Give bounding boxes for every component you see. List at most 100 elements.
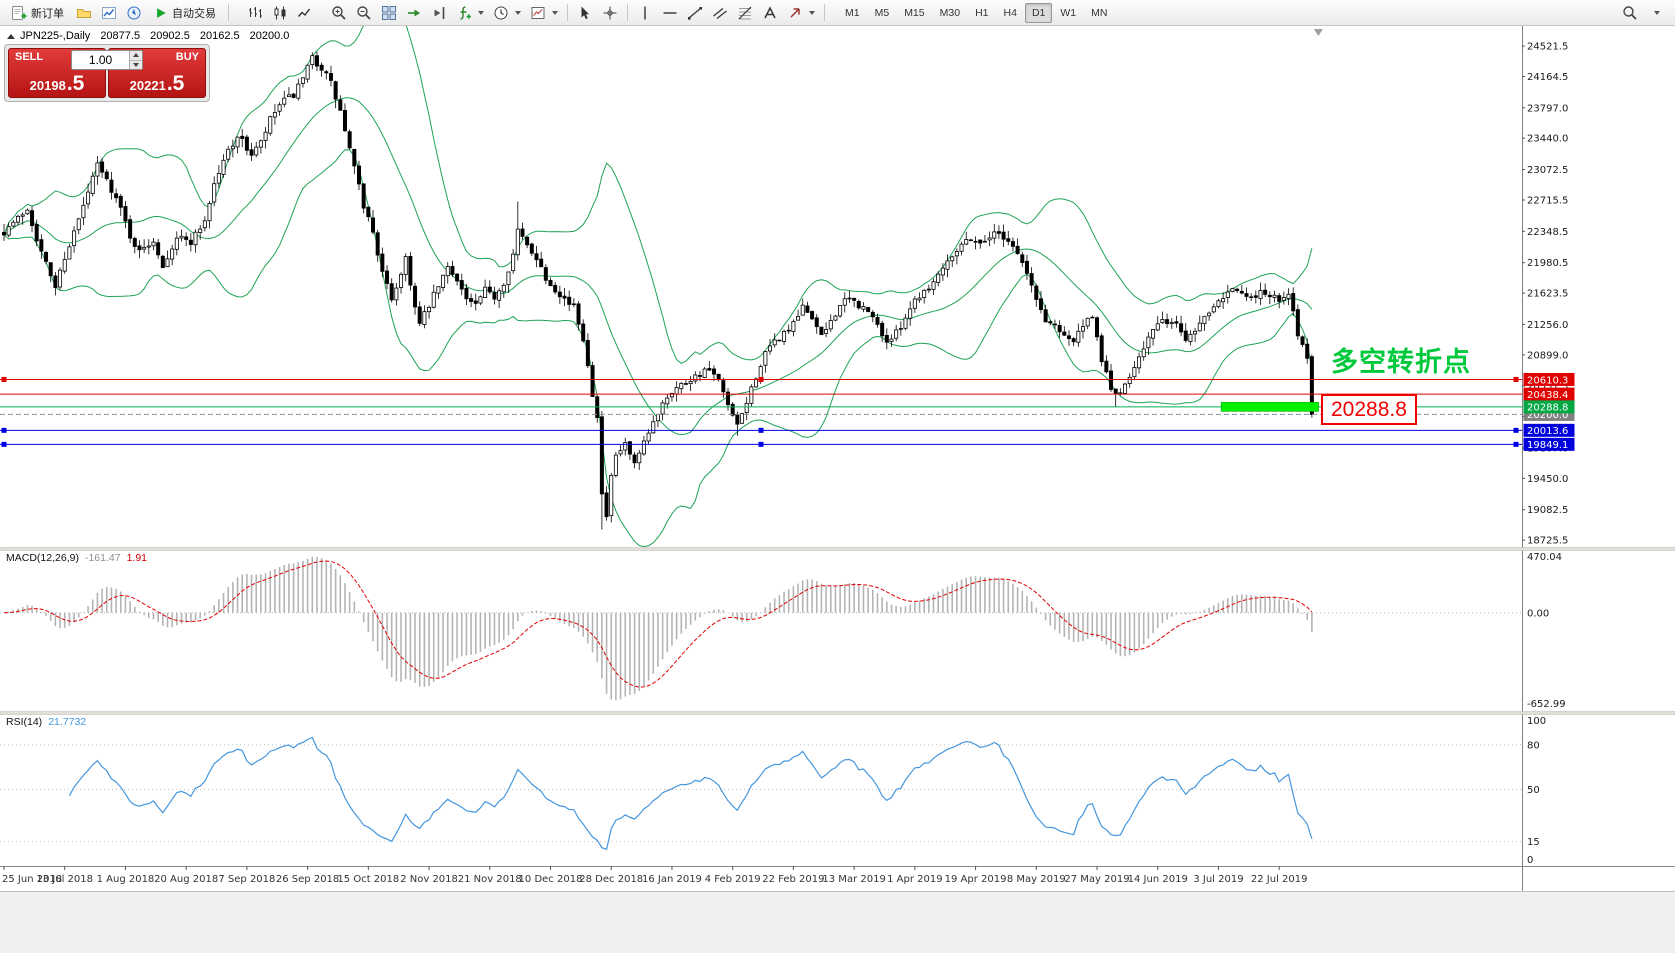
date-label: 28 Dec 2018 — [579, 874, 643, 885]
horizontal-line-icon — [663, 11, 677, 14]
indicators-button[interactable] — [452, 2, 488, 24]
timeframe-button-M15[interactable]: M15 — [904, 6, 925, 19]
templates-button[interactable] — [526, 2, 562, 24]
volume-input[interactable] — [72, 53, 129, 67]
rsi-axis-label: 15 — [1527, 837, 1540, 848]
crosshair-icon — [603, 6, 617, 19]
ohlc-bars-icon — [249, 6, 262, 18]
zoom-in-button[interactable] — [327, 2, 351, 24]
periods-button[interactable] — [489, 2, 525, 24]
price-axis-label: 23797.0 — [1527, 103, 1568, 114]
turning-point-annotation[interactable]: 多空转折点 — [1331, 347, 1471, 377]
timeframe-button-M30[interactable]: M30 — [939, 6, 961, 19]
zoom-out-button[interactable] — [352, 2, 376, 24]
timeframe-button-H1[interactable]: H1 — [975, 6, 989, 19]
date-label: 19 Apr 2019 — [945, 874, 1007, 885]
price-axis-label: 24164.5 — [1527, 72, 1568, 83]
timeframe-button-W1[interactable]: W1 — [1060, 6, 1077, 19]
price-axis-label: 23440.0 — [1527, 134, 1568, 145]
macd-label: MACD(12,26,9) -161.47 1.91 — [6, 552, 148, 564]
date-label: 21 Nov 2018 — [458, 874, 522, 885]
close-value: 20200.0 — [249, 30, 290, 42]
hline-handle[interactable] — [1513, 376, 1519, 382]
date-label: 15 Oct 2018 — [337, 874, 399, 885]
timeframe-button-M1[interactable]: M1 — [845, 6, 860, 19]
hline-handle[interactable] — [758, 427, 764, 433]
dropdown-arrow-icon — [515, 10, 521, 15]
text-tool-button[interactable] — [758, 2, 782, 24]
horizontal-line-tool-button[interactable] — [658, 2, 682, 24]
trendline-tool-button[interactable] — [683, 2, 707, 24]
line-chart-type-button[interactable] — [293, 2, 317, 24]
rsi-label: RSI(14) 21.7732 — [6, 716, 87, 728]
volume-up-button[interactable] — [130, 51, 142, 61]
channel-tool-button[interactable] — [708, 2, 732, 24]
date-label: 2 Nov 2018 — [400, 874, 458, 885]
date-label: 1 Apr 2019 — [887, 874, 942, 885]
hline-handle[interactable] — [1513, 427, 1519, 433]
date-label: 26 Sep 2018 — [276, 874, 339, 885]
date-label: 1 Aug 2018 — [97, 874, 155, 885]
hline-handle[interactable] — [1, 376, 7, 382]
hline-handle[interactable] — [1, 427, 7, 433]
crosshair-button[interactable] — [598, 2, 622, 24]
chart-title: JPN225-,Daily 20877.5 20902.5 20162.5 20… — [7, 30, 289, 42]
trendline-icon — [688, 6, 702, 20]
cursor-button[interactable] — [573, 2, 597, 24]
date-label: 10 Dec 2018 — [519, 874, 583, 885]
buy-price: 20221.5 — [129, 72, 185, 95]
price-axis-label: 18725.5 — [1527, 536, 1568, 547]
tile-windows-button[interactable] — [377, 2, 401, 24]
timeframe-button-MN[interactable]: MN — [1091, 6, 1108, 19]
price-callout-label[interactable]: 20288.8 — [1321, 394, 1417, 426]
timeframe-button-M5[interactable]: M5 — [874, 6, 890, 19]
timeframe-button-H4[interactable]: H4 — [1003, 6, 1017, 19]
date-label: 4 Feb 2019 — [705, 874, 761, 885]
rsi-line — [68, 736, 1313, 851]
search-icon — [1623, 5, 1637, 20]
hline-handle[interactable] — [758, 441, 764, 447]
one-click-trading-panel: SELL 20198.5 BUY 20221.5 — [4, 44, 210, 102]
sell-button[interactable]: SELL 20198.5 — [8, 48, 106, 98]
low-value: 20162.5 — [199, 30, 240, 42]
new-order-label: 新订单 — [31, 7, 64, 20]
pane-separator[interactable] — [0, 547, 1675, 551]
bollinger-upper-line — [3, 26, 1313, 364]
candlestick-type-button[interactable] — [268, 2, 292, 24]
vertical-line-tool-button[interactable] — [633, 2, 657, 24]
arrows-tool-button[interactable] — [783, 2, 819, 24]
timeframe-button-D1[interactable]: D1 — [1024, 2, 1053, 23]
dropdown-arrow-icon — [478, 10, 484, 15]
hline-handle[interactable] — [1513, 441, 1519, 447]
hline-handle[interactable] — [1, 441, 7, 447]
navigator-button[interactable] — [122, 2, 146, 24]
market-watch-button[interactable] — [97, 2, 121, 24]
bar-chart-type-button[interactable] — [243, 2, 267, 24]
price-tag-label: 20288.8 — [1527, 403, 1568, 414]
auto-scroll-button[interactable] — [402, 2, 426, 24]
rsi-axis-label: 0 — [1527, 855, 1533, 866]
fibonacci-tool-button[interactable] — [733, 2, 757, 24]
price-axis-label: 19082.5 — [1527, 505, 1568, 516]
search-button[interactable] — [1618, 2, 1642, 24]
toolbar-options-button[interactable] — [1644, 2, 1667, 24]
symbol-period-label: JPN225-,Daily — [20, 30, 91, 42]
profiles-button[interactable] — [72, 2, 96, 24]
price-axis-label: 19450.0 — [1527, 474, 1568, 485]
date-label: 7 Sep 2018 — [218, 874, 275, 885]
price-axis-label: 20899.0 — [1527, 350, 1568, 361]
date-label: 25 Jun 2018 — [2, 874, 62, 885]
pane-separator[interactable] — [0, 711, 1675, 715]
new-order-button[interactable]: 新订单 — [4, 2, 71, 24]
one-click-collapse-icon[interactable] — [7, 33, 15, 39]
chart-shift-marker — [1313, 29, 1323, 36]
autotrading-button[interactable]: 自动交易 — [147, 2, 223, 24]
macd-axis-label: -652.99 — [1527, 699, 1566, 710]
hline-handle[interactable] — [758, 376, 764, 382]
highlight-rectangle[interactable] — [1220, 402, 1319, 412]
template-icon — [531, 6, 545, 19]
chart-shift-button[interactable] — [427, 2, 451, 24]
volume-down-button[interactable] — [130, 60, 142, 69]
